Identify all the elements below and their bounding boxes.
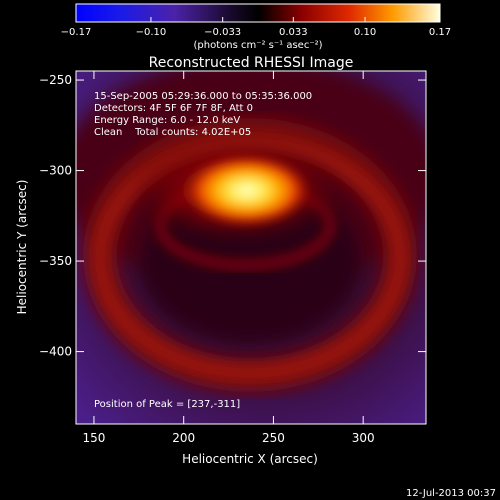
colorbar xyxy=(75,3,441,23)
colorbar-ticks: −0.17 −0.10 −0.033 0.033 0.10 0.17 xyxy=(61,17,451,38)
y-tick-label-0: −250 xyxy=(39,73,72,87)
y-tick-label-1: −300 xyxy=(39,164,72,178)
footer-date: 12-Jul-2013 00:37 xyxy=(406,488,496,499)
x-tick-label-0: 150 xyxy=(82,431,105,445)
x-tick-label-1: 200 xyxy=(172,431,195,445)
annotation-clean-counts: Clean Total counts: 4.02E+05 xyxy=(94,127,251,138)
colorbar-tick-label-5: 0.17 xyxy=(429,27,451,38)
annotation-detectors: Detectors: 4F 5F 6F 7F 8F, Att 0 xyxy=(94,103,253,114)
axis-ticks: 150 200 250 300 −250 −300 −350 −400 xyxy=(39,71,426,445)
x-tick-label-2: 250 xyxy=(262,431,285,445)
colorbar-tick-label-4: 0.10 xyxy=(354,27,376,38)
colorbar-tick-label-0: −0.17 xyxy=(61,27,92,38)
x-axis-label: Heliocentric X (arcsec) xyxy=(182,452,318,466)
y-tick-label-2: −350 xyxy=(39,254,72,268)
peak-position-label: Position of Peak = [237,-311] xyxy=(94,399,240,410)
heatmap-image xyxy=(76,71,426,424)
peak-source xyxy=(185,155,310,226)
y-axis-label: Heliocentric Y (arcsec) xyxy=(15,180,29,315)
colorbar-tick-label-1: −0.10 xyxy=(136,27,167,38)
colorbar-unit-label: (photons cm⁻² s⁻¹ asec⁻²) xyxy=(193,40,322,51)
annotation-time-range: 15-Sep-2005 05:29:36.000 to 05:35:36.000 xyxy=(94,91,312,102)
plot-frame xyxy=(75,70,427,425)
annotation-energy-range: Energy Range: 6.0 - 12.0 keV xyxy=(94,115,240,126)
chart-title: Reconstructed RHESSI Image xyxy=(149,55,354,71)
colorbar-tick-label-3: 0.033 xyxy=(279,27,308,38)
x-tick-label-3: 300 xyxy=(352,431,375,445)
colorbar-tick-label-2: −0.033 xyxy=(204,27,241,38)
y-tick-label-3: −400 xyxy=(39,345,72,359)
